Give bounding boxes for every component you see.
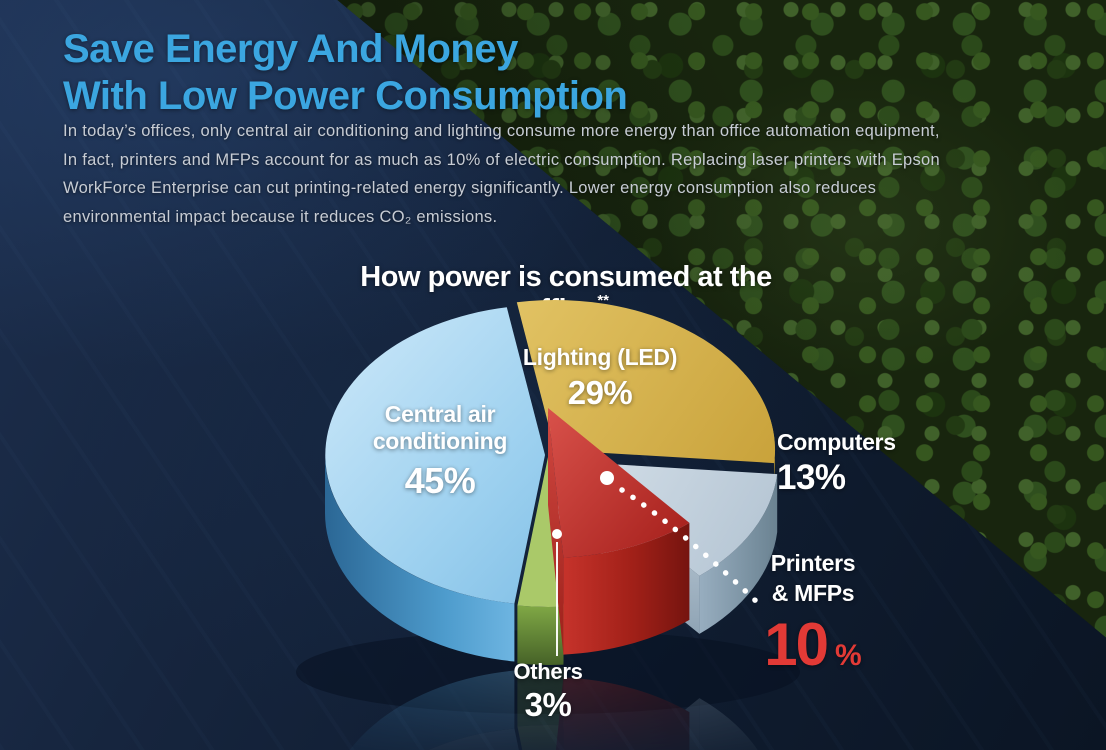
intro-line: WorkForce Enterprise can cut printing-re… xyxy=(63,179,877,197)
pie-slice-lighting-top xyxy=(516,300,776,464)
printers-value: 10 % xyxy=(752,610,874,679)
pie-slice-printers-wall xyxy=(563,522,690,655)
pie-slices xyxy=(325,300,778,665)
central-air-value: 45% xyxy=(404,460,476,501)
pie-slice-printers-top xyxy=(548,408,690,558)
others-name: Others xyxy=(513,659,583,684)
central-air-name-line1: Central air xyxy=(384,401,496,427)
label-lighting: Lighting (LED) 29% xyxy=(495,344,705,412)
page-title-line2: With Low Power Consumption xyxy=(63,74,628,118)
pie-slice-central-air-wall xyxy=(325,455,515,662)
pie-slice-computers-wall xyxy=(699,474,778,634)
leader-lines xyxy=(552,471,761,656)
printers-name-line2: & MFPs xyxy=(771,580,855,606)
printers-value-unit: % xyxy=(835,639,862,672)
intro-line: environmental impact because it reduces … xyxy=(63,207,498,226)
others-leader-dot xyxy=(552,529,562,539)
page-title-line1: Save Energy And Money xyxy=(63,27,518,71)
intro-paragraph: In today’s offices, only central air con… xyxy=(63,117,940,231)
printers-value-number: 10 xyxy=(764,611,829,678)
pie-slice-central-air-top xyxy=(325,307,545,604)
printers-leader-dot xyxy=(600,471,614,485)
label-central-air: Central air conditioning 45% xyxy=(340,401,540,502)
page-title: Save Energy And Money With Low Power Con… xyxy=(63,26,628,120)
chart-title-footnote-marker: ** xyxy=(597,292,610,310)
label-others: Others 3% xyxy=(488,658,608,724)
label-computers: Computers 13% xyxy=(777,429,896,498)
computers-value: 13% xyxy=(777,458,846,497)
others-value: 3% xyxy=(524,686,572,723)
intro-line: In today’s offices, only central air con… xyxy=(63,122,940,140)
computers-name: Computers xyxy=(777,429,896,455)
lighting-name: Lighting (LED) xyxy=(522,344,678,370)
pie-slice-others-wall xyxy=(517,605,564,665)
label-printers: Printers & MFPs 10 % xyxy=(752,548,874,679)
lighting-value: 29% xyxy=(567,374,633,411)
pie-slice-others-top xyxy=(517,457,564,607)
printers-name-line1: Printers xyxy=(770,550,856,576)
central-air-name-line2: conditioning xyxy=(372,428,508,454)
intro-line: In fact, printers and MFPs account for a… xyxy=(63,150,941,169)
